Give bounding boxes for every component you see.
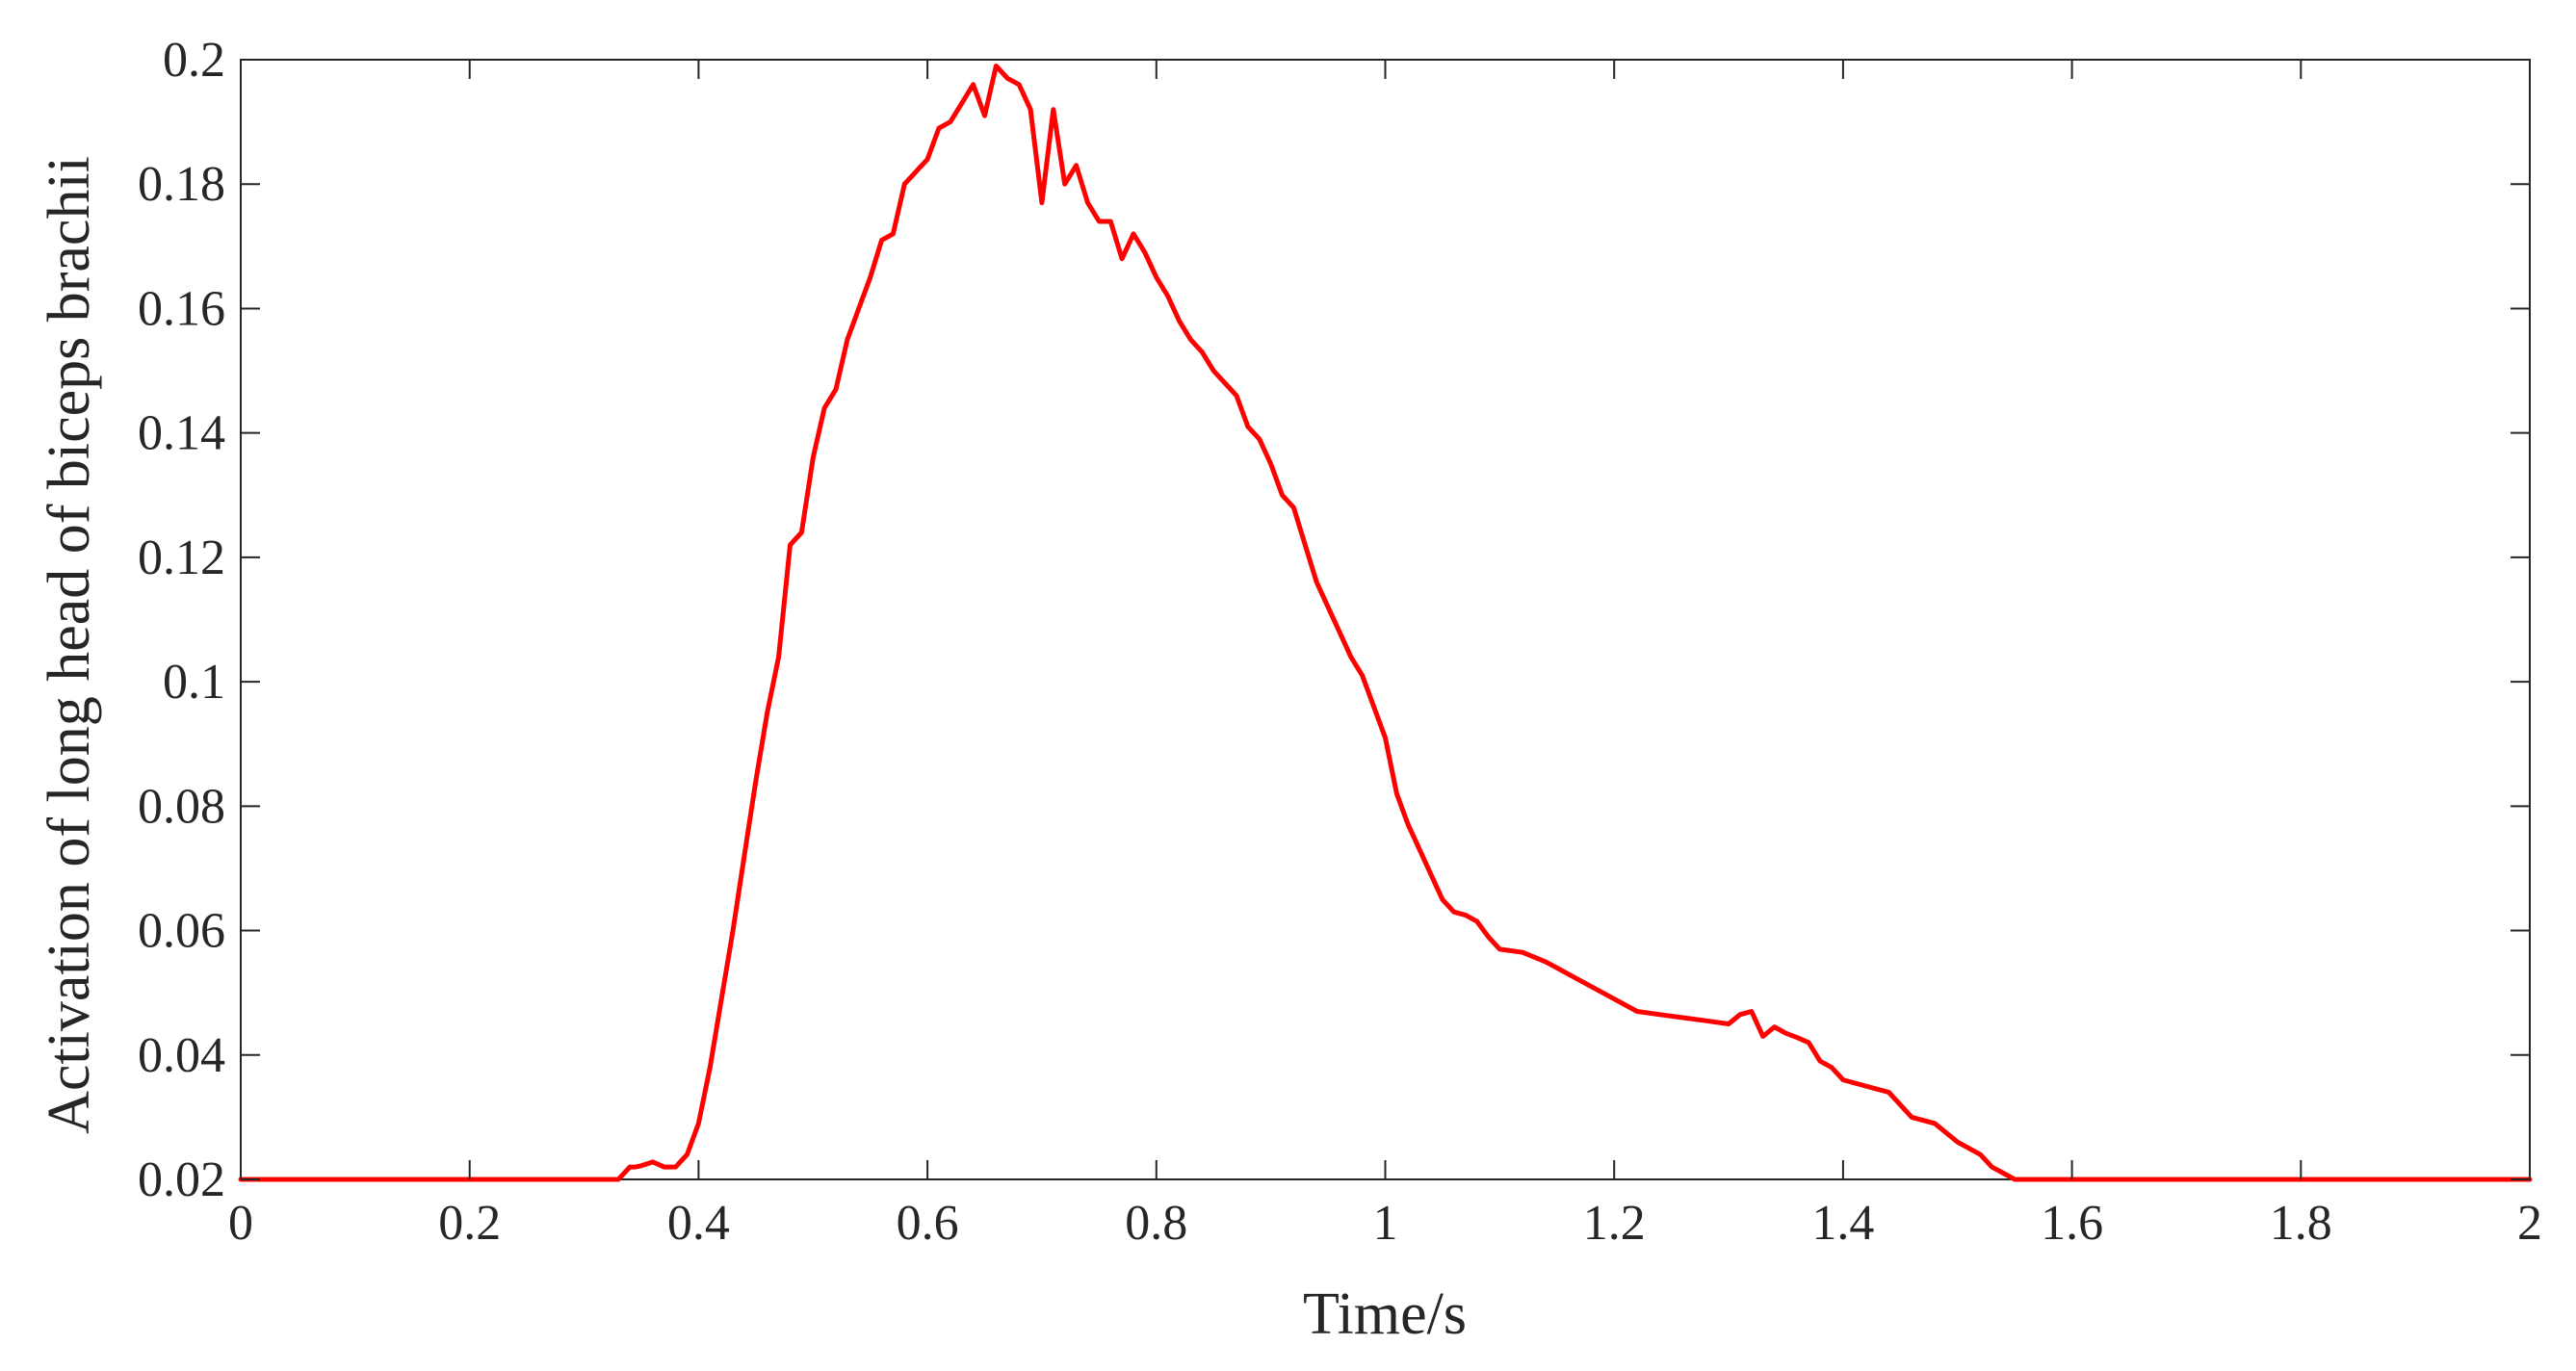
y-tick-label: 0.16 — [138, 281, 225, 336]
series-line — [238, 64, 2533, 1182]
y-axis: 0.02 0.04 0.06 0.08 0.1 0.12 0.14 0.16 0.18 0.2 — [138, 33, 2530, 1207]
x-tick-label: 2 — [2517, 1196, 2542, 1251]
y-tick-label: 0.18 — [138, 157, 225, 212]
y-tick-label: 0.2 — [163, 33, 225, 88]
x-tick-label: 1.4 — [1811, 1196, 1874, 1251]
y-tick-label: 0.14 — [138, 406, 225, 461]
x-tick-label: 0 — [228, 1196, 253, 1251]
y-axis-label: Activation of long head of biceps brachi… — [37, 156, 102, 1134]
y-tick-label: 0.06 — [138, 904, 225, 959]
y-tick-label: 0.02 — [138, 1152, 225, 1207]
x-tick-label: 1 — [1373, 1196, 1398, 1251]
y-tick-label: 0.1 — [163, 655, 225, 710]
x-tick-label: 0.2 — [438, 1196, 501, 1251]
y-tick-label: 0.12 — [138, 530, 225, 585]
x-axis: 0 0.2 0.4 0.6 0.8 1 1.2 1.4 1.6 1.8 2 — [228, 60, 2542, 1251]
x-tick-label: 1.6 — [2041, 1196, 2103, 1251]
y-tick-label: 0.08 — [138, 779, 225, 834]
y-tick-label: 0.04 — [138, 1028, 225, 1083]
x-tick-label: 1.8 — [2270, 1196, 2332, 1251]
x-tick-label: 1.2 — [1583, 1196, 1646, 1251]
x-axis-label: Time/s — [1303, 1281, 1467, 1347]
x-tick-label: 0.8 — [1125, 1196, 1187, 1251]
x-tick-label: 0.6 — [897, 1196, 959, 1251]
x-tick-label: 0.4 — [667, 1196, 730, 1251]
